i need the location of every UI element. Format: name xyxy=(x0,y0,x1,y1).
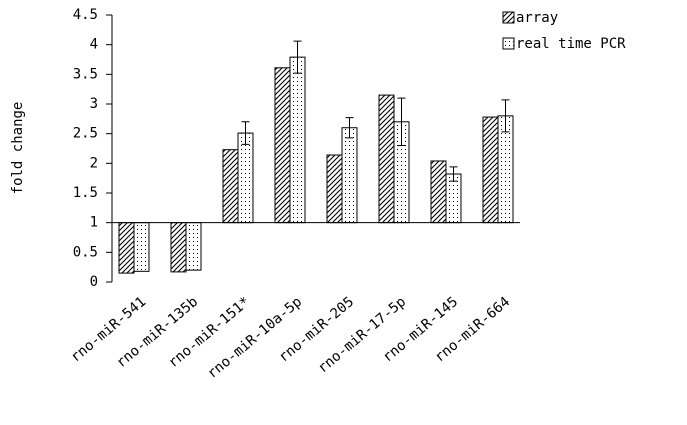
legend-swatch xyxy=(502,11,515,24)
y-tick-label: 0 xyxy=(90,274,98,290)
error-bar xyxy=(293,40,302,74)
bar xyxy=(170,222,187,273)
error-bar xyxy=(241,121,250,145)
y-tick-label: 3 xyxy=(90,96,98,112)
error-bar xyxy=(449,166,458,182)
bar xyxy=(430,160,447,224)
bar xyxy=(118,222,135,274)
error-bar xyxy=(345,117,354,139)
bar xyxy=(237,132,254,224)
y-tick-label: 3.5 xyxy=(73,66,98,82)
legend-label: array xyxy=(516,10,558,26)
bar xyxy=(341,127,358,224)
bar xyxy=(185,222,202,271)
legend-label: real time PCR xyxy=(516,36,626,52)
y-tick-label: 0.5 xyxy=(73,244,98,260)
bar xyxy=(482,116,499,224)
x-tick-label: rno-miR-17-5p xyxy=(315,294,409,377)
bar xyxy=(222,149,239,224)
error-bar xyxy=(501,99,510,133)
bar xyxy=(274,67,291,224)
bar xyxy=(326,154,343,224)
y-tick-label: 1.5 xyxy=(73,185,98,201)
x-tick-label: rno-miR-10a-5p xyxy=(204,294,305,382)
error-bar xyxy=(397,97,406,147)
bar xyxy=(378,94,395,224)
y-tick-label: 2 xyxy=(90,155,98,171)
y-tick-label: 1 xyxy=(90,215,98,231)
y-tick-label: 4 xyxy=(90,37,98,53)
bar xyxy=(133,222,150,272)
legend-swatch xyxy=(502,37,515,50)
bar xyxy=(289,56,306,224)
y-tick-label: 2.5 xyxy=(73,126,98,142)
y-axis-label: fold change xyxy=(10,102,26,195)
y-tick-label: 4.5 xyxy=(73,7,98,23)
